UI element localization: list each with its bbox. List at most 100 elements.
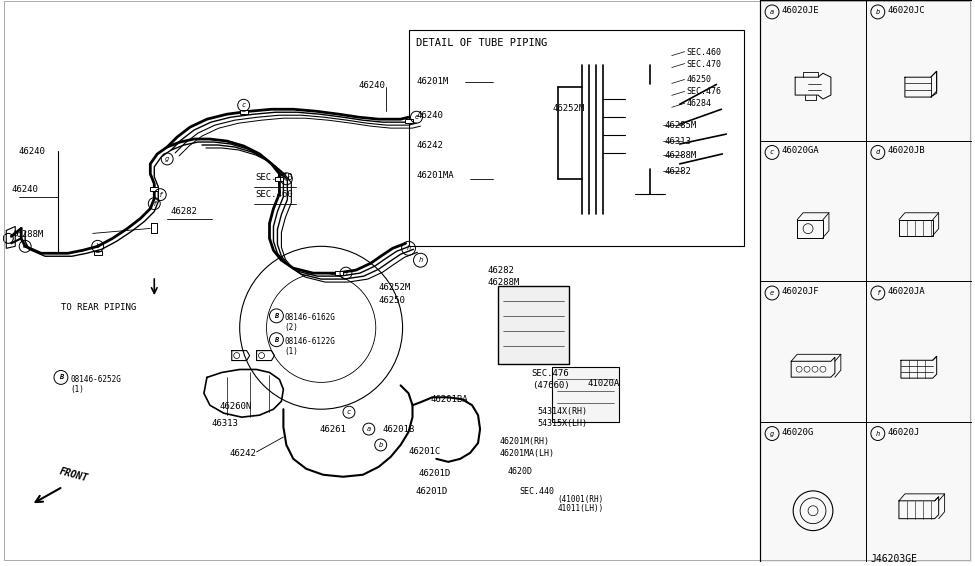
Text: f: f bbox=[152, 200, 156, 207]
Text: SEC.476: SEC.476 bbox=[686, 87, 722, 96]
Text: 08146-6122G: 08146-6122G bbox=[285, 337, 335, 346]
Bar bbox=[625, 84, 680, 169]
Text: 46020G: 46020G bbox=[782, 427, 814, 436]
Bar bbox=[405, 119, 412, 123]
Bar bbox=[276, 177, 284, 181]
Text: 46020JF: 46020JF bbox=[782, 287, 820, 296]
Text: 08146-6252G: 08146-6252G bbox=[71, 375, 122, 384]
Text: h: h bbox=[876, 431, 880, 436]
Text: g: g bbox=[165, 156, 170, 162]
Text: 46201MA: 46201MA bbox=[416, 171, 454, 180]
Text: 46240: 46240 bbox=[359, 82, 386, 91]
Text: 46201M(RH): 46201M(RH) bbox=[500, 437, 550, 446]
Text: f: f bbox=[158, 192, 163, 198]
Text: e: e bbox=[414, 114, 418, 120]
Text: SEC.440: SEC.440 bbox=[520, 487, 555, 496]
Text: 46201D: 46201D bbox=[418, 469, 450, 478]
Bar bbox=[335, 271, 343, 275]
Text: c: c bbox=[770, 149, 774, 156]
Text: b: b bbox=[876, 9, 880, 15]
Text: h: h bbox=[407, 245, 410, 251]
Text: 4620D: 4620D bbox=[508, 467, 533, 476]
Text: 46242: 46242 bbox=[416, 141, 444, 150]
Text: 46201C: 46201C bbox=[409, 447, 441, 456]
Text: SEC.460: SEC.460 bbox=[686, 48, 722, 57]
Text: f: f bbox=[344, 270, 348, 276]
Text: 46201B: 46201B bbox=[383, 425, 415, 434]
Text: B: B bbox=[58, 375, 63, 380]
Text: 46020J: 46020J bbox=[888, 427, 920, 436]
Text: 54314X(RH): 54314X(RH) bbox=[537, 407, 588, 416]
Text: 08146-6162G: 08146-6162G bbox=[285, 313, 335, 322]
Text: a: a bbox=[770, 9, 774, 15]
Text: 46240: 46240 bbox=[12, 185, 38, 194]
Text: 46285M: 46285M bbox=[665, 121, 697, 130]
Text: 46201BA: 46201BA bbox=[430, 395, 468, 404]
Text: DETAIL OF TUBE PIPING: DETAIL OF TUBE PIPING bbox=[416, 38, 548, 48]
Text: 46288M: 46288M bbox=[12, 230, 44, 239]
Text: 46240: 46240 bbox=[416, 112, 444, 120]
Text: b: b bbox=[378, 442, 383, 448]
Text: 46260N: 46260N bbox=[219, 402, 253, 411]
Text: (2): (2) bbox=[285, 323, 298, 332]
Text: 46284: 46284 bbox=[686, 99, 712, 108]
Text: FRONT: FRONT bbox=[58, 466, 89, 484]
Text: 54315X(LH): 54315X(LH) bbox=[537, 419, 588, 428]
Text: 46020JE: 46020JE bbox=[782, 6, 820, 15]
Text: (41001(RH): (41001(RH) bbox=[558, 495, 604, 504]
Text: SEC.470: SEC.470 bbox=[686, 59, 722, 68]
Text: TO REAR PIPING: TO REAR PIPING bbox=[60, 303, 136, 312]
Text: B: B bbox=[274, 313, 279, 319]
Bar bbox=[498, 286, 569, 363]
Text: 46020GA: 46020GA bbox=[782, 147, 820, 156]
Text: 46288M: 46288M bbox=[665, 151, 697, 160]
Text: 46020JA: 46020JA bbox=[888, 287, 925, 296]
Text: 46261: 46261 bbox=[319, 425, 346, 434]
Text: SEC.476: SEC.476 bbox=[531, 370, 569, 379]
Text: b: b bbox=[96, 243, 99, 249]
Text: (1): (1) bbox=[285, 346, 298, 355]
Text: (1): (1) bbox=[71, 385, 85, 395]
Text: 46250: 46250 bbox=[378, 296, 406, 305]
Bar bbox=[94, 251, 101, 255]
Text: 46282: 46282 bbox=[171, 207, 197, 216]
Text: g: g bbox=[770, 431, 774, 436]
Text: e: e bbox=[770, 290, 774, 296]
Bar bbox=[150, 187, 158, 191]
Text: 46313: 46313 bbox=[665, 137, 691, 146]
Bar bbox=[552, 367, 619, 422]
Bar bbox=[760, 0, 972, 562]
Text: 46240: 46240 bbox=[19, 147, 45, 156]
Text: (47660): (47660) bbox=[531, 381, 569, 391]
Text: 46282: 46282 bbox=[488, 266, 515, 275]
Text: 46282: 46282 bbox=[665, 167, 691, 176]
Text: d: d bbox=[876, 149, 880, 156]
Text: 46020JB: 46020JB bbox=[888, 147, 925, 156]
Text: h: h bbox=[418, 257, 422, 263]
Text: B: B bbox=[274, 337, 279, 342]
Text: 46288M: 46288M bbox=[488, 278, 521, 287]
Text: SEC.470: SEC.470 bbox=[255, 173, 293, 182]
Text: d: d bbox=[285, 176, 289, 182]
Text: 46020JC: 46020JC bbox=[888, 6, 925, 15]
Text: 41011(LH)): 41011(LH)) bbox=[558, 504, 604, 513]
Text: SEC.460: SEC.460 bbox=[255, 190, 293, 199]
Bar bbox=[240, 110, 248, 114]
Text: 46242: 46242 bbox=[230, 449, 256, 458]
Text: 41020A: 41020A bbox=[587, 379, 619, 388]
Text: 46201D: 46201D bbox=[415, 487, 448, 496]
Text: 46250: 46250 bbox=[686, 75, 712, 84]
Text: a: a bbox=[23, 243, 27, 249]
Text: 46201M: 46201M bbox=[416, 78, 448, 87]
Text: a: a bbox=[367, 426, 370, 432]
Text: 46201MA(LH): 46201MA(LH) bbox=[500, 449, 555, 458]
Text: c: c bbox=[347, 409, 351, 415]
Bar bbox=[409, 30, 744, 246]
Text: f: f bbox=[876, 290, 880, 296]
Text: 46252M: 46252M bbox=[553, 104, 585, 113]
Bar bbox=[635, 65, 665, 84]
Text: 46313: 46313 bbox=[212, 419, 239, 428]
Text: 46252M: 46252M bbox=[378, 283, 411, 292]
Text: J46203GE: J46203GE bbox=[871, 554, 917, 564]
Text: c: c bbox=[242, 102, 246, 108]
